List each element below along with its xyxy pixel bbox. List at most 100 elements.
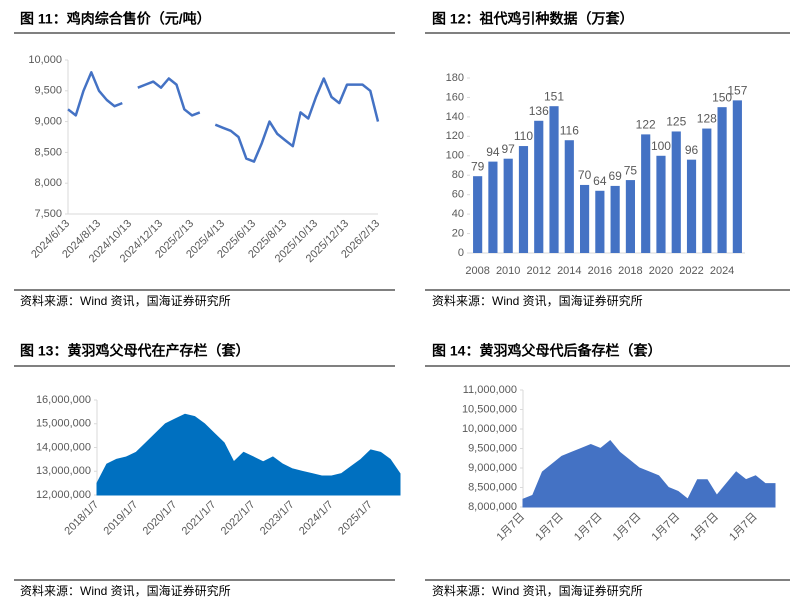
line: [67, 71, 380, 163]
data-label: 125: [666, 115, 686, 129]
bar: [656, 155, 666, 253]
x-tick-label: 2020/1/7: [141, 499, 180, 538]
x-tick-label: 1月7日: [688, 511, 721, 544]
x-tick-label: 2025/1/7: [336, 499, 375, 538]
y-tick-label: 60: [452, 189, 464, 201]
data-label: 151: [544, 89, 564, 103]
x-tick-label: 2024/1/7: [297, 499, 336, 538]
bar: [732, 100, 742, 253]
x-tick-label: 2014: [557, 265, 581, 277]
x-tick-label: 2018: [618, 265, 642, 277]
figure-title: 图 11：鸡肉综合售价（元/吨）: [20, 11, 211, 27]
data-label: 157: [727, 84, 747, 98]
y-tick-label: 14,000,000: [36, 441, 91, 453]
bar: [549, 106, 559, 253]
x-tick-label: 1月7日: [727, 511, 760, 544]
bar: [518, 146, 529, 253]
bar: [625, 180, 635, 253]
y-tick-label: 100: [446, 150, 464, 162]
y-tick-label: 80: [452, 169, 464, 181]
bar: [717, 107, 727, 254]
bar: [610, 185, 620, 253]
y-tick-label: 0: [458, 247, 464, 259]
x-tick-label: 2024: [710, 265, 734, 277]
figure-source: 资料来源：Wind 资讯，国海证券研究所: [20, 293, 231, 308]
y-tick-label: 10,500,000: [462, 403, 517, 415]
x-tick-label: 2021/1/7: [180, 499, 219, 538]
y-tick-label: 40: [452, 208, 464, 220]
y-tick-label: 13,000,000: [36, 465, 91, 477]
figure-title: 图 13：黄羽鸡父母代在产存栏（套）: [20, 343, 249, 359]
y-tick-label: 20: [452, 227, 464, 239]
figure-title: 图 12：祖代鸡引种数据（万套）: [432, 11, 633, 27]
bar: [580, 184, 590, 253]
bar: [641, 134, 651, 253]
data-label: 97: [502, 142, 516, 156]
x-tick-label: 2019/1/7: [102, 499, 141, 538]
area: [522, 440, 776, 508]
bar: [595, 190, 605, 253]
y-tick-label: 9,000: [34, 116, 62, 128]
y-tick-label: 8,000,000: [468, 501, 517, 513]
data-label: 70: [578, 168, 592, 182]
data-label: 64: [593, 174, 607, 188]
figure-source: 资料来源：Wind 资讯，国海证券研究所: [432, 293, 643, 308]
y-tick-label: 180: [446, 72, 464, 84]
y-tick-label: 10,000,000: [462, 423, 517, 435]
bar: [488, 161, 498, 253]
x-tick-label: 2012: [527, 265, 551, 277]
y-tick-label: 16,000,000: [36, 394, 91, 406]
bar: [702, 128, 712, 253]
y-tick-label: 9,500,000: [468, 442, 517, 454]
y-tick-label: 8,500,000: [468, 481, 517, 493]
data-label: 136: [529, 104, 549, 118]
data-label: 150: [712, 90, 732, 104]
x-tick-label: 2010: [496, 265, 520, 277]
data-label: 69: [608, 169, 622, 183]
x-tick-label: 1月7日: [611, 511, 644, 544]
x-tick-label: 2008: [465, 265, 489, 277]
x-tick-label: 1月7日: [494, 511, 527, 544]
data-label: 75: [624, 163, 638, 177]
data-label: 96: [685, 143, 699, 157]
x-tick-label: 1月7日: [650, 511, 683, 544]
x-tick-label: 1月7日: [572, 511, 605, 544]
bar: [686, 159, 697, 253]
bar: [671, 131, 681, 253]
data-label: 116: [560, 123, 579, 137]
x-tick-label: 2023/1/7: [258, 499, 297, 538]
y-tick-label: 160: [446, 91, 464, 103]
bar: [503, 158, 513, 253]
figure-source: 资料来源：Wind 资讯，国海证券研究所: [20, 583, 231, 598]
data-label: 122: [636, 118, 656, 132]
y-tick-label: 7,500: [34, 208, 62, 220]
y-tick-label: 12,000,000: [36, 489, 91, 501]
y-tick-label: 120: [446, 130, 464, 142]
area: [96, 413, 401, 496]
y-tick-label: 15,000,000: [36, 418, 91, 430]
bar: [534, 120, 544, 254]
y-tick-label: 10,000: [28, 54, 62, 66]
y-tick-label: 140: [446, 111, 464, 123]
data-label: 100: [651, 139, 671, 153]
data-label: 94: [486, 145, 500, 159]
data-label: 79: [471, 159, 485, 173]
bar: [564, 140, 574, 253]
y-tick-label: 11,000,000: [463, 384, 517, 396]
y-tick-label: 8,000: [34, 177, 62, 189]
x-tick-label: 2022/1/7: [219, 499, 258, 538]
x-tick-label: 1月7日: [533, 511, 566, 544]
data-label: 110: [514, 129, 533, 143]
figure-title: 图 14：黄羽鸡父母代后备存栏（套）: [432, 343, 661, 359]
y-tick-label: 9,500: [34, 85, 62, 97]
x-tick-label: 2016: [588, 265, 612, 277]
x-tick-label: 2018/1/7: [62, 499, 101, 538]
x-tick-label: 2022: [679, 265, 703, 277]
bar: [473, 176, 483, 253]
y-tick-label: 8,500: [34, 146, 62, 158]
x-tick-label: 2020: [649, 265, 673, 277]
y-tick-label: 9,000,000: [468, 462, 517, 474]
figure-source: 资料来源：Wind 资讯，国海证券研究所: [432, 583, 643, 598]
data-label: 128: [697, 112, 717, 126]
